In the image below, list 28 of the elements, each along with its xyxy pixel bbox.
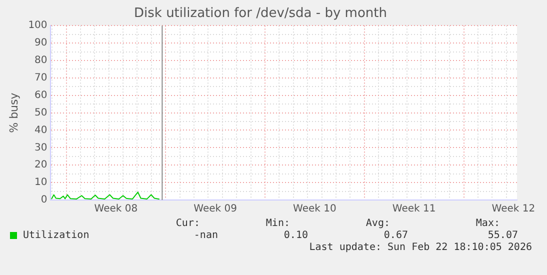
x-tick-label: Week 10 (293, 204, 336, 215)
x-tick-label: Week 12 (492, 204, 536, 215)
text: -nan (192, 230, 218, 241)
text: Max: (474, 218, 500, 229)
x-tick-label: Week 09 (194, 204, 237, 215)
y-tick-label: 30 (34, 142, 48, 154)
y-tick-label: 80 (34, 55, 48, 66)
y-tick-label: 50 (34, 107, 48, 118)
text: 0.67 (382, 230, 408, 241)
y-tick-label: 60 (34, 90, 48, 101)
y-tick-label: 40 (34, 124, 48, 136)
y-axis-title: % busy (7, 92, 20, 133)
y-tick-label: 10 (34, 177, 48, 188)
text: Min: (264, 218, 290, 229)
chart-title: Disk utilization for /dev/sda - by month (134, 6, 387, 22)
text: 55.07 (486, 230, 518, 241)
x-tick-label: Week 11 (392, 204, 436, 215)
x-tick-label: Week 08 (94, 204, 138, 215)
y-tick-label: 100 (28, 20, 48, 32)
y-tick-label: 70 (34, 72, 48, 84)
legend-label: Utilization (23, 230, 90, 241)
text: 0.10 (282, 230, 308, 241)
y-tick-label: 0 (40, 194, 48, 206)
y-tick-label: 90 (34, 38, 48, 49)
text: Last update: Sun Feb 22 18:10:05 2026 (309, 242, 532, 253)
y-tick-label: 20 (34, 160, 48, 171)
text: Avg: (364, 218, 390, 229)
text: Cur: (174, 218, 200, 229)
